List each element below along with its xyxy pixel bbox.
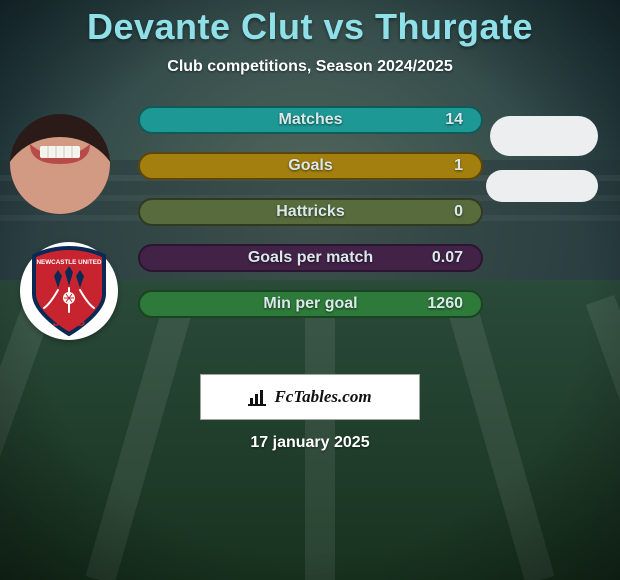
stat-bar-value: 0.07: [432, 249, 463, 267]
stat-bar-label: Goals per match: [140, 249, 481, 267]
stat-bar-value: 1260: [427, 295, 463, 313]
stat-bar-label: Hattricks: [140, 203, 481, 221]
stat-bars: Matches14 Goals1 Hattricks0 Goals per match…: [138, 106, 483, 336]
page-title: Devante Clut vs Thurgate: [0, 0, 620, 48]
player-avatar: [10, 114, 110, 214]
subtitle: Club competitions, Season 2024/2025: [0, 58, 620, 76]
stat-bar: Matches14: [138, 106, 483, 134]
club-logo: NEWCASTLE UNITED: [20, 242, 118, 340]
stat-bar: Min per goal1260: [138, 290, 483, 318]
comparison-panel: NEWCASTLE UNITED: [0, 96, 620, 356]
opponent-avatar-placeholder: [490, 116, 598, 156]
stat-bar-label: Matches: [140, 111, 481, 129]
stat-bar-value: 0: [454, 203, 463, 221]
stat-bar: Goals1: [138, 152, 483, 180]
source-badge: FcTables.com: [200, 374, 420, 420]
barchart-icon: [248, 388, 270, 406]
stat-bar: Hattricks0: [138, 198, 483, 226]
source-badge-text: FcTables.com: [274, 387, 371, 407]
stat-bar-value: 1: [454, 157, 463, 175]
stat-bar: Goals per match0.07: [138, 244, 483, 272]
svg-text:NEWCASTLE UNITED: NEWCASTLE UNITED: [36, 259, 102, 266]
stat-bar-label: Goals: [140, 157, 481, 175]
opponent-logo-placeholder: [486, 170, 598, 202]
svg-text:JETS: JETS: [53, 314, 86, 329]
stat-bar-value: 14: [445, 111, 463, 129]
date-text: 17 january 2025: [0, 434, 620, 452]
